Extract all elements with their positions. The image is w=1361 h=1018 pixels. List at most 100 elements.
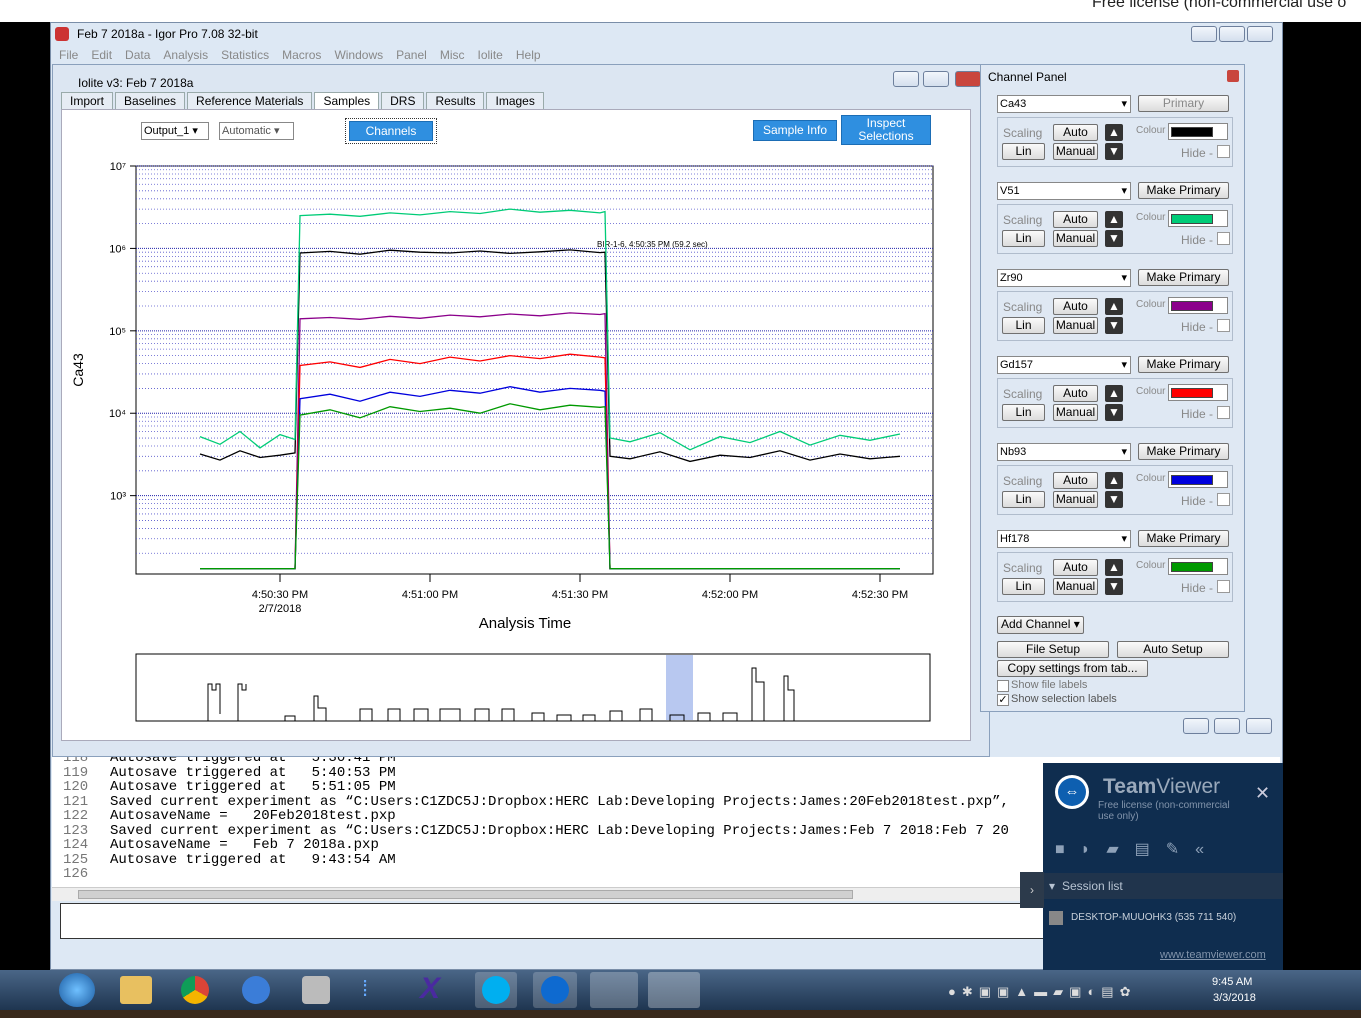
close[interactable]: [1247, 26, 1273, 42]
primary-button[interactable]: Make Primary: [1138, 530, 1229, 547]
app-grid[interactable]: ⁞: [362, 976, 369, 1001]
copy-settings[interactable]: Copy settings from tab...: [997, 660, 1148, 677]
hide-checkbox[interactable]: [1217, 145, 1230, 158]
tab[interactable]: Baselines: [115, 92, 186, 111]
colour-picker[interactable]: [1168, 471, 1228, 488]
checkbox-checked[interactable]: ✓: [997, 694, 1009, 706]
tv-session-bar[interactable]: ▾ Session list: [1043, 873, 1283, 899]
channels-button[interactable]: Channels: [349, 121, 433, 141]
inspect-button[interactable]: Inspect Selections: [841, 115, 931, 145]
down-button[interactable]: ▼: [1105, 404, 1123, 421]
colour-picker[interactable]: [1168, 558, 1228, 575]
close[interactable]: [1227, 70, 1239, 82]
menu-item[interactable]: Iolite: [477, 48, 503, 62]
tab[interactable]: Images: [486, 92, 544, 111]
app-skype[interactable]: [475, 972, 517, 1008]
up-button[interactable]: ▲: [1105, 211, 1123, 228]
channel-dropdown[interactable]: Hf178 ▾: [997, 530, 1131, 548]
channel-dropdown[interactable]: V51 ▾: [997, 182, 1131, 200]
lin-button[interactable]: Lin: [1002, 578, 1045, 595]
minimize[interactable]: [1183, 718, 1209, 734]
channel-dropdown[interactable]: Nb93 ▾: [997, 443, 1131, 461]
tv-device[interactable]: DESKTOP-MUUOHK3 (535 711 540): [1071, 912, 1237, 923]
auto-button[interactable]: Auto: [1053, 472, 1098, 489]
start-button[interactable]: [59, 973, 95, 1007]
manual-button[interactable]: Manual: [1053, 491, 1098, 508]
manual-button[interactable]: Manual: [1053, 143, 1098, 160]
tab[interactable]: Reference Materials: [187, 92, 313, 111]
menu-item[interactable]: Misc: [439, 48, 465, 62]
tv-close[interactable]: ✕: [1255, 783, 1271, 803]
colour-picker[interactable]: [1168, 297, 1228, 314]
hide-checkbox[interactable]: [1217, 319, 1230, 332]
checkbox[interactable]: [997, 680, 1009, 692]
tab[interactable]: Results: [426, 92, 485, 111]
scrollbar[interactable]: [52, 887, 1280, 901]
channel-dropdown[interactable]: Zr90 ▾: [997, 269, 1131, 287]
down-button[interactable]: ▼: [1105, 317, 1123, 334]
down-button[interactable]: ▼: [1105, 143, 1123, 160]
lin-button[interactable]: Lin: [1002, 491, 1045, 508]
up-button[interactable]: ▲: [1105, 472, 1123, 489]
auto-button[interactable]: Auto: [1053, 385, 1098, 402]
up-button[interactable]: ▲: [1105, 385, 1123, 402]
primary-button[interactable]: Primary: [1138, 95, 1229, 112]
tv-tab[interactable]: ›: [1020, 872, 1044, 908]
primary-button[interactable]: Make Primary: [1138, 182, 1229, 199]
menu-item[interactable]: Panel: [396, 48, 427, 62]
channel-dropdown[interactable]: Gd157 ▾: [997, 356, 1131, 374]
channel-dropdown[interactable]: Ca43 ▾: [997, 95, 1131, 113]
menu-item[interactable]: Statistics: [221, 48, 270, 62]
tab[interactable]: Import: [61, 92, 114, 111]
scroll-thumb[interactable]: [78, 890, 853, 899]
auto-button[interactable]: Auto: [1053, 211, 1098, 228]
menu-item[interactable]: Windows: [334, 48, 384, 62]
manual-button[interactable]: Manual: [1053, 317, 1098, 334]
primary-button[interactable]: Make Primary: [1138, 443, 1229, 460]
menu-item[interactable]: File: [59, 48, 79, 62]
lin-button[interactable]: Lin: [1002, 230, 1045, 247]
tray-icons[interactable]: ●✱▣▣▲▬▰▣◐▤✿: [948, 984, 1137, 999]
lin-button[interactable]: Lin: [1002, 143, 1045, 160]
app-explorer[interactable]: [120, 976, 152, 1004]
tab[interactable]: Samples: [314, 92, 380, 111]
app-remote[interactable]: [590, 972, 638, 1008]
restore[interactable]: [1214, 718, 1240, 734]
app-igor[interactable]: [648, 972, 700, 1008]
restore[interactable]: [923, 71, 949, 87]
hide-checkbox[interactable]: [1217, 406, 1230, 419]
menu-item[interactable]: Help: [515, 48, 541, 62]
sample-info-button[interactable]: Sample Info: [753, 120, 837, 141]
menu-item[interactable]: Data: [125, 48, 151, 62]
lin-button[interactable]: Lin: [1002, 404, 1045, 421]
manual-button[interactable]: Manual: [1053, 230, 1098, 247]
colour-picker[interactable]: [1168, 210, 1228, 227]
auto-button[interactable]: Auto: [1053, 124, 1098, 141]
menu-item[interactable]: Macros: [282, 48, 322, 62]
output-dropdown[interactable]: Output_1 ▾: [141, 122, 209, 140]
colour-picker[interactable]: [1168, 123, 1228, 140]
file-setup[interactable]: File Setup: [997, 641, 1109, 658]
hide-checkbox[interactable]: [1217, 232, 1230, 245]
down-button[interactable]: ▼: [1105, 578, 1123, 595]
manual-button[interactable]: Manual: [1053, 404, 1098, 421]
menu-item[interactable]: Edit: [91, 48, 113, 62]
hide-checkbox[interactable]: [1217, 493, 1230, 506]
close[interactable]: [955, 71, 981, 87]
close[interactable]: [1246, 718, 1272, 734]
up-button[interactable]: ▲: [1105, 124, 1123, 141]
down-button[interactable]: ▼: [1105, 491, 1123, 508]
primary-button[interactable]: Make Primary: [1138, 269, 1229, 286]
app-browser[interactable]: [242, 976, 270, 1004]
auto-setup[interactable]: Auto Setup: [1117, 641, 1229, 658]
up-button[interactable]: ▲: [1105, 298, 1123, 315]
tab[interactable]: DRS: [381, 92, 425, 111]
lin-button[interactable]: Lin: [1002, 317, 1045, 334]
mode-dropdown[interactable]: Automatic ▾: [219, 122, 294, 140]
add-channel[interactable]: Add Channel ▾: [997, 616, 1084, 634]
minimize[interactable]: [893, 71, 919, 87]
restore[interactable]: [1219, 26, 1245, 42]
app-x[interactable]: X: [420, 972, 441, 1005]
app-teamviewer[interactable]: [533, 972, 577, 1008]
menu-item[interactable]: Analysis: [163, 48, 209, 62]
